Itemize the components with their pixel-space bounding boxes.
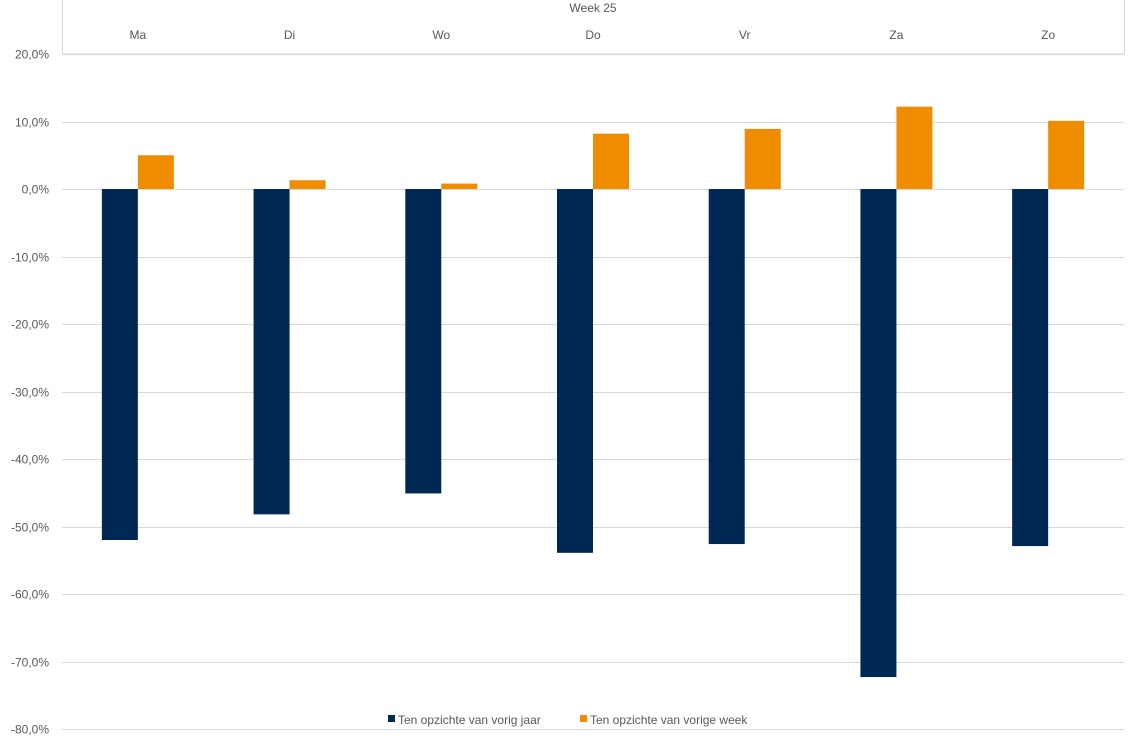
y-tick-label: -10,0% xyxy=(11,251,49,265)
category-label: Wo xyxy=(432,28,450,42)
legend-swatch xyxy=(388,715,395,722)
bar-vorig-jaar xyxy=(557,189,593,553)
bar-vorig-jaar xyxy=(253,189,290,515)
y-tick-label: -70,0% xyxy=(11,656,49,670)
category-label: Do xyxy=(585,28,601,42)
bar-vorige-week xyxy=(441,183,478,189)
group-label: Week 25 xyxy=(569,1,616,15)
category-label: Za xyxy=(889,28,903,42)
y-tick-label: -50,0% xyxy=(11,521,49,535)
y-tick-label: -30,0% xyxy=(11,386,49,400)
legend: Ten opzichte van vorig jaar Ten opzichte … xyxy=(388,713,748,727)
bar-vorige-week xyxy=(137,155,174,189)
bar-vorige-week xyxy=(744,128,781,189)
bar-vorig-jaar xyxy=(860,189,897,678)
legend-label: Ten opzichte van vorig jaar xyxy=(398,713,541,727)
y-tick-label: 20,0% xyxy=(15,48,49,62)
y-tick-label: 10,0% xyxy=(15,116,49,130)
y-tick-label: -20,0% xyxy=(11,318,49,332)
bar-vorige-week xyxy=(896,106,933,189)
category-label: Vr xyxy=(739,28,751,42)
y-tick-label: -80,0% xyxy=(11,723,49,737)
y-tick-label: -60,0% xyxy=(11,588,49,602)
y-tick-label: 0,0% xyxy=(22,183,50,197)
legend-label: Ten opzichte van vorige week xyxy=(590,713,748,727)
category-label: Ma xyxy=(130,28,147,42)
bar-vorig-jaar xyxy=(708,189,745,545)
bar-vorig-jaar xyxy=(405,189,442,494)
bar-vorig-jaar xyxy=(1012,189,1049,547)
category-header: Week 25 xyxy=(62,0,1125,55)
y-axis-tick-labels: 20,0% 10,0% 0,0% -10,0% -20,0% -30,0% -40,0% -5… xyxy=(11,48,49,737)
bar-vorig-jaar xyxy=(101,189,138,540)
category-label: Zo xyxy=(1041,28,1055,42)
category-header-box xyxy=(62,0,1125,55)
bars xyxy=(101,106,1085,678)
y-tick-label: -40,0% xyxy=(11,453,49,467)
category-labels: Ma Di Wo Do Vr Za Zo xyxy=(130,28,1056,42)
bar-vorige-week xyxy=(1048,120,1085,189)
bar-vorige-week xyxy=(593,133,629,189)
legend-swatch xyxy=(580,715,587,722)
bar-vorige-week xyxy=(289,180,326,189)
category-label: Di xyxy=(284,28,295,42)
